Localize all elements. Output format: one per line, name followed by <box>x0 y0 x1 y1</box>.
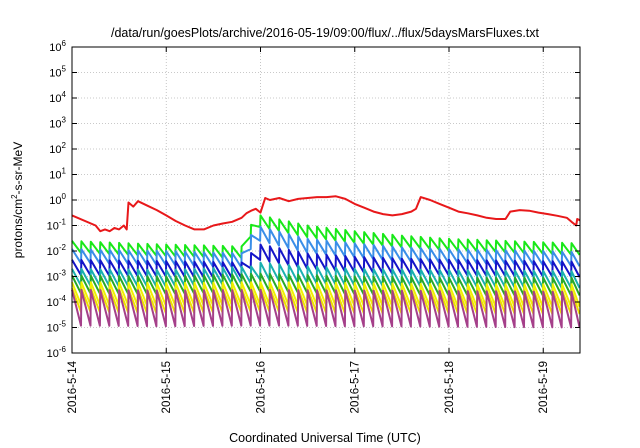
x-tick-label: 2016-5-15 <box>161 361 173 413</box>
y-tick-label: 101 <box>49 167 66 182</box>
y-axis: 10-6 10-5 10-4 10-3 10-2 10-1 100 101 102 103 104 1… <box>47 39 580 360</box>
y-tick-label: 10-1 <box>47 218 67 233</box>
x-tick-label: 2016-5-17 <box>350 361 362 413</box>
x-tick-label: 2016-5-18 <box>444 361 456 413</box>
x-axis-label: Coordinated Universal Time (UTC) <box>229 431 421 445</box>
series-line-1 <box>71 195 581 233</box>
y-tick-label: 102 <box>49 141 66 156</box>
y-tick-label: 105 <box>49 65 66 80</box>
y-tick-label: 10-6 <box>47 345 67 360</box>
y-tick-label: 106 <box>49 39 66 54</box>
y-tick-label: 10-2 <box>47 243 67 258</box>
x-tick-label: 2016-5-19 <box>538 361 550 413</box>
series-layer <box>71 195 581 329</box>
y-tick-label: 100 <box>49 192 66 207</box>
series-line-9 <box>71 288 581 329</box>
y-tick-label: 103 <box>49 116 66 131</box>
y-tick-label: 10-5 <box>47 320 67 335</box>
y-tick-label: 10-4 <box>47 294 67 309</box>
y-tick-label: 104 <box>49 90 66 105</box>
chart-title: /data/run/goesPlots/archive/2016-05-19/0… <box>111 26 540 40</box>
y-tick-label: 10-3 <box>47 269 67 284</box>
x-axis: 2016-5-14 2016-5-15 2016-5-16 2016-5-17 2016… <box>67 47 550 413</box>
y-axis-label: protons/cm2-s-sr-MeV <box>10 142 25 258</box>
x-tick-label: 2016-5-16 <box>255 361 267 413</box>
x-tick-label: 2016-5-14 <box>67 360 79 413</box>
